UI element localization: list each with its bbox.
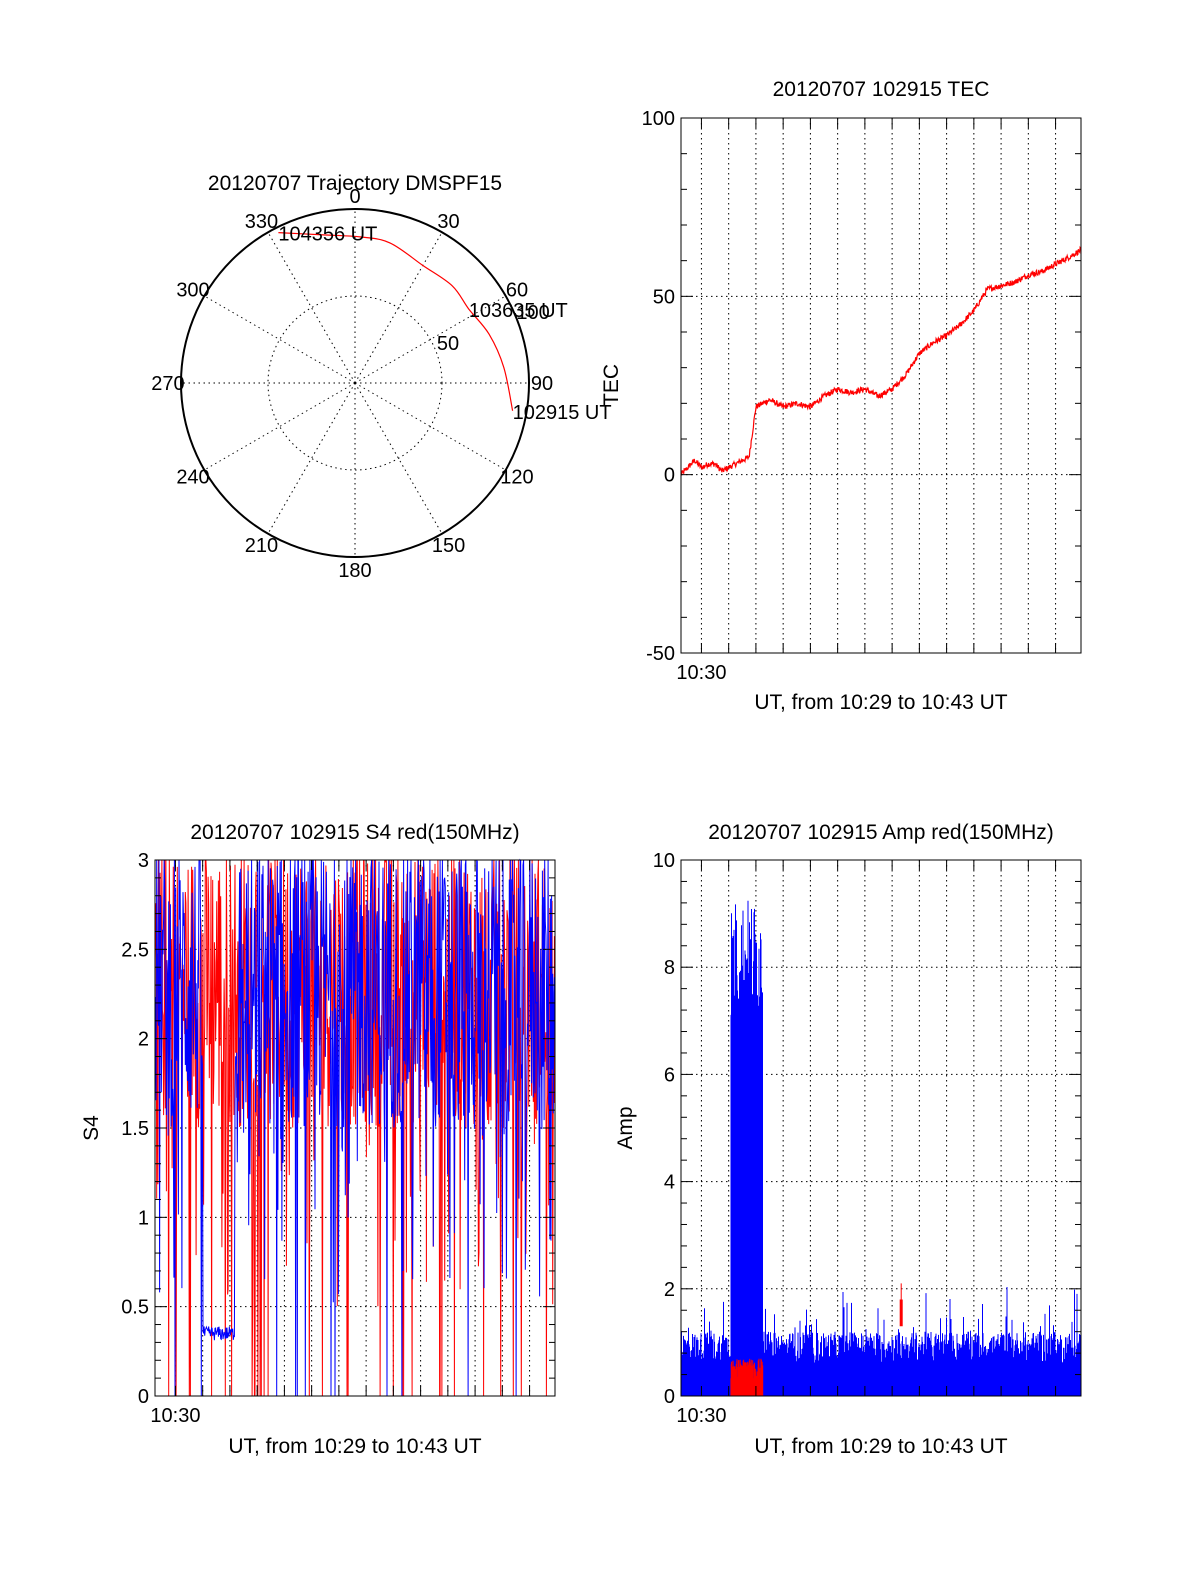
y-tick-label: 2 <box>664 1279 675 1301</box>
y-tick-label: 1 <box>138 1207 149 1229</box>
azimuth-label: 90 <box>531 373 553 395</box>
tec-grid <box>681 118 1081 653</box>
y-tick-label: 4 <box>664 1172 675 1194</box>
azimuth-label: 60 <box>506 279 528 301</box>
s4-blue-series <box>154 858 556 1397</box>
tec-ylabel: TEC <box>600 364 623 406</box>
radial-label: 100 <box>516 302 549 324</box>
polar-spoke <box>204 295 356 384</box>
y-tick-label: 0.5 <box>121 1297 149 1319</box>
tec-xlabel: UT, from 10:29 to 10:43 UT <box>754 691 1007 714</box>
trajectory-annotation: 104356 UT <box>278 224 377 246</box>
trajectory-annotation: 102915 UT <box>513 402 612 424</box>
x-tick-label: 10:30 <box>150 1405 200 1427</box>
polar-spoke <box>267 382 356 534</box>
tec-plot-frame <box>680 117 1082 654</box>
amp-ticks: 0 2 4 6 8 10 10:30 <box>653 850 1081 1427</box>
y-tick-label: 0 <box>138 1386 149 1408</box>
y-tick-label: 50 <box>653 286 675 308</box>
polar-spoke <box>354 382 443 534</box>
s4-series <box>154 858 556 1397</box>
azimuth-label: 180 <box>338 560 371 582</box>
y-tick-label: 0 <box>664 1386 675 1408</box>
polar-spoke <box>204 382 356 471</box>
s4-xlabel: UT, from 10:29 to 10:43 UT <box>228 1435 481 1458</box>
azimuth-label: 210 <box>245 535 278 557</box>
trajectory-track <box>278 232 514 411</box>
polar-spoke <box>267 232 356 384</box>
amp-title: 20120707 102915 Amp red(150MHz) <box>708 821 1054 844</box>
trajectory-title: 20120707 Trajectory DMSPF15 <box>208 172 502 195</box>
y-tick-label: 0 <box>664 465 675 487</box>
amp-blue-series <box>680 900 1082 1396</box>
azimuth-label: 120 <box>500 467 533 489</box>
y-tick-label: -50 <box>646 643 675 665</box>
tec-ticks: -50 0 50 100 10:30 <box>642 108 1081 684</box>
y-tick-label: 2.5 <box>121 939 149 961</box>
y-tick-label: 8 <box>664 957 675 979</box>
radial-labels: 50 100 <box>437 302 550 355</box>
tec-title: 20120707 102915 TEC <box>773 78 990 101</box>
x-tick-label: 10:30 <box>676 1405 726 1427</box>
y-tick-label: 3 <box>138 850 149 872</box>
amp-xlabel: UT, from 10:29 to 10:43 UT <box>754 1435 1007 1458</box>
y-tick-label: 100 <box>642 108 675 130</box>
azimuth-label: 0 <box>349 186 360 208</box>
y-tick-label: 1.5 <box>121 1118 149 1140</box>
y-tick-label: 10 <box>653 850 675 872</box>
tec-panel: 20120707 102915 TEC -50 0 50 100 10:30 TEC U… <box>600 78 1082 714</box>
azimuth-label: 270 <box>151 373 184 395</box>
trajectory-annotation: 103635 UT <box>469 300 568 322</box>
y-tick-label: 2 <box>138 1029 149 1051</box>
x-tick-label: 10:30 <box>676 662 726 684</box>
amp-grid <box>681 860 1081 1396</box>
azimuth-label: 240 <box>176 467 209 489</box>
y-tick-label: 6 <box>664 1064 675 1086</box>
trajectory-annotations: 102915 UT 103635 UT 104356 UT <box>278 224 611 424</box>
azimuth-label: 330 <box>245 211 278 233</box>
radial-label: 50 <box>437 333 459 355</box>
polar-grid <box>181 209 529 557</box>
polar-spoke <box>354 232 443 384</box>
azimuth-labels: 0 30 60 90 120 150 180 210 240 270 300 330 <box>151 186 553 582</box>
polar-spoke <box>354 382 506 471</box>
polar-outer-ring <box>180 208 530 558</box>
amp-series <box>680 900 1082 1396</box>
s4-ticks: 0 0.5 1 1.5 2 2.5 3 10:30 <box>121 850 555 1427</box>
polar-ring <box>267 295 443 471</box>
polar-spoke <box>354 295 506 384</box>
amp-plot-frame <box>680 859 1082 1397</box>
s4-ylabel: S4 <box>80 1115 103 1141</box>
amp-ylabel: Amp <box>614 1106 637 1149</box>
azimuth-label: 30 <box>437 211 459 233</box>
amp-panel: 20120707 102915 Amp red(150MHz) 0 2 4 6 8 10 1… <box>614 821 1082 1458</box>
trajectory-polar-panel: 20120707 Trajectory DMSPF15 0 30 60 90 120 15… <box>151 172 611 582</box>
s4-title: 20120707 102915 S4 red(150MHz) <box>190 821 519 844</box>
tec-series-line <box>680 245 1082 476</box>
azimuth-label: 150 <box>432 535 465 557</box>
azimuth-label: 300 <box>176 279 209 301</box>
s4-panel: 20120707 102915 S4 red(150MHz) 0 0.5 1 1.5 2… <box>80 821 556 1458</box>
